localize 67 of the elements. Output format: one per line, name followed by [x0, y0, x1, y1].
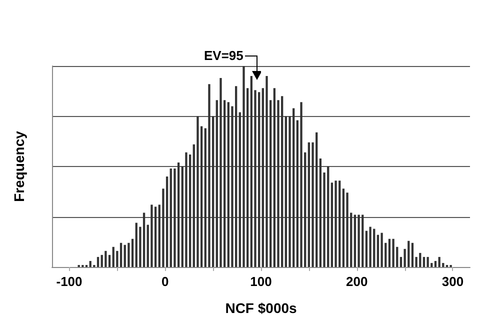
bar	[135, 222, 138, 267]
bar	[422, 256, 426, 267]
bar	[358, 214, 360, 267]
bar	[362, 214, 364, 267]
x-tick-label: -100	[56, 274, 82, 289]
bar	[438, 256, 440, 267]
y-axis-title: Frequency	[11, 130, 27, 202]
bar	[170, 168, 172, 267]
bar	[266, 76, 268, 267]
bar	[250, 76, 252, 267]
bar	[89, 260, 92, 267]
bar	[220, 78, 222, 267]
bar	[150, 204, 153, 267]
bar	[411, 242, 414, 267]
bar	[419, 252, 422, 267]
bar	[334, 180, 337, 267]
bar	[196, 116, 199, 267]
bar	[124, 244, 126, 267]
bar	[300, 102, 302, 267]
bar	[388, 238, 391, 267]
bar	[342, 188, 345, 267]
bar	[177, 162, 180, 267]
bar	[373, 228, 376, 267]
bar	[154, 206, 157, 267]
bar	[292, 108, 295, 267]
bar	[258, 92, 260, 267]
bar	[284, 116, 287, 267]
bar	[380, 232, 383, 267]
bar	[376, 234, 380, 267]
bar	[128, 242, 130, 267]
bar	[319, 158, 322, 267]
bar	[346, 192, 348, 267]
x-axis-title: NCF $000s	[225, 300, 298, 316]
bar	[100, 254, 103, 267]
bar	[365, 230, 368, 267]
text: EV=95	[204, 48, 244, 63]
bar	[185, 152, 188, 267]
bar	[308, 142, 310, 267]
x-tick-label: 100	[250, 274, 272, 289]
bar	[338, 180, 341, 267]
bar	[330, 182, 334, 267]
bar	[142, 212, 146, 267]
bar	[408, 240, 410, 267]
bar	[227, 102, 230, 267]
bar	[208, 84, 210, 267]
bar	[96, 256, 100, 267]
bar	[166, 176, 168, 267]
bar	[327, 166, 330, 267]
bar	[235, 86, 238, 267]
bar	[188, 154, 192, 267]
bar	[434, 260, 437, 267]
bar	[369, 226, 372, 267]
bar	[354, 214, 356, 267]
bar	[108, 254, 111, 267]
x-tick-label: 0	[162, 274, 169, 289]
bar	[120, 242, 122, 267]
bar	[242, 66, 245, 267]
x-tick-label: 200	[346, 274, 368, 289]
bar	[131, 238, 134, 267]
bar	[426, 256, 429, 267]
bar	[112, 246, 114, 267]
x-tick-label: 300	[442, 274, 464, 289]
bar	[104, 250, 107, 267]
bar	[281, 96, 284, 267]
bar	[316, 132, 318, 267]
bar	[392, 238, 394, 267]
bar	[273, 88, 276, 267]
